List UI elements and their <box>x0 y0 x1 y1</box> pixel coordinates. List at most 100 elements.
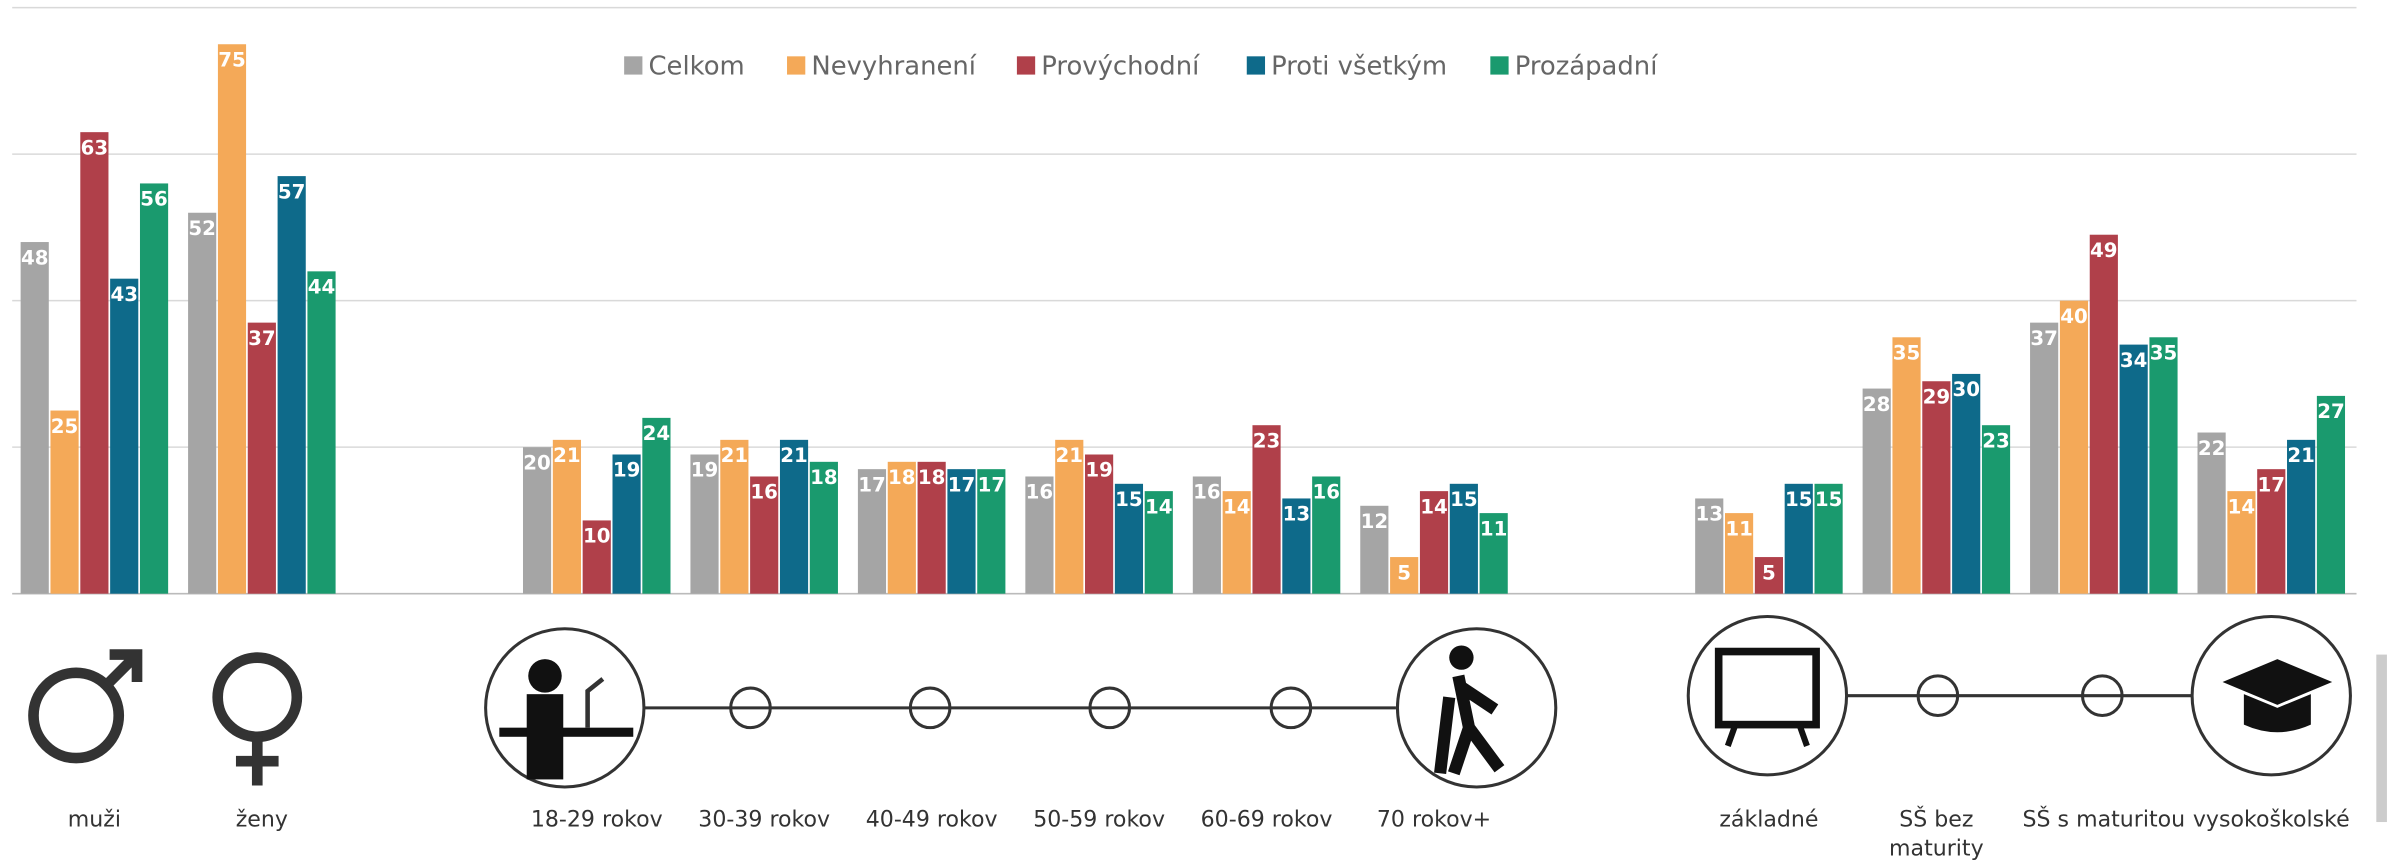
bar <box>1479 513 1508 594</box>
value-label: 5 <box>1762 561 1776 584</box>
value-label: 12 <box>1361 510 1389 533</box>
bar <box>1055 439 1084 594</box>
bar <box>307 271 336 594</box>
bar <box>1784 483 1813 594</box>
x-tick-label: 70 rokov+ <box>1376 808 1492 833</box>
value-label: 21 <box>780 444 808 467</box>
x-tick-label: vysokoškolské <box>2192 808 2350 833</box>
bar <box>80 132 109 594</box>
legend-label: Celkom <box>648 51 744 81</box>
value-label: 13 <box>1283 503 1311 526</box>
male-arrow <box>102 649 143 689</box>
bar <box>887 461 916 594</box>
edu-icon-university <box>2190 615 2352 777</box>
value-label: 57 <box>278 180 306 203</box>
bar <box>612 454 641 594</box>
legend-label: Provýchodní <box>1041 51 1200 81</box>
bar <box>1449 483 1478 594</box>
value-label: 19 <box>691 459 719 482</box>
x-tick-label: muži <box>67 808 121 833</box>
value-label: 25 <box>51 415 79 438</box>
value-label: 17 <box>948 473 976 496</box>
value-label: 29 <box>1923 385 1951 408</box>
bar <box>1025 476 1054 594</box>
value-label: 13 <box>1695 503 1723 526</box>
bar <box>720 439 749 594</box>
bar <box>750 476 779 594</box>
bar <box>2030 322 2059 594</box>
value-label: 56 <box>140 188 168 211</box>
value-label: 15 <box>1785 488 1813 511</box>
value-label: 18 <box>918 466 946 489</box>
bar <box>247 322 276 594</box>
legend-label: Nevyhranení <box>811 51 976 81</box>
bar <box>139 183 169 594</box>
value-label: 24 <box>643 422 671 445</box>
value-label: 16 <box>1193 481 1221 504</box>
bar <box>1360 505 1389 594</box>
walker-head <box>1449 645 1474 670</box>
legend-swatch <box>1246 56 1266 75</box>
x-tick-label: základné <box>1719 808 1819 833</box>
value-label: 23 <box>1982 429 2010 452</box>
bar <box>2119 344 2148 594</box>
bar <box>977 469 1006 594</box>
male-icon <box>28 667 125 764</box>
value-label: 16 <box>1312 481 1340 504</box>
bar <box>1862 388 1891 594</box>
x-tick-label: 18-29 rokov <box>530 808 663 833</box>
bar <box>1952 373 1981 594</box>
bar <box>1085 454 1114 594</box>
bar <box>1114 483 1144 594</box>
x-tick-label: 50-59 rokov <box>1033 808 1166 833</box>
legend-swatch <box>624 56 643 75</box>
x-tick-label: SŠ s maturitou <box>2022 808 2186 833</box>
bar <box>50 410 79 594</box>
value-label: 16 <box>1026 481 1054 504</box>
bar <box>1419 491 1449 594</box>
bar <box>1312 476 1341 594</box>
value-label: 18 <box>810 466 838 489</box>
grad-cap <box>2222 659 2333 705</box>
x-tick-label: SŠ bez maturity <box>1889 808 1984 862</box>
value-label: 35 <box>1893 342 1921 365</box>
timeline-dot <box>908 686 952 730</box>
value-label: 10 <box>583 525 611 548</box>
value-label: 14 <box>1420 495 1448 518</box>
value-label: 52 <box>188 217 216 240</box>
bar <box>1981 425 2011 594</box>
student <box>528 659 562 693</box>
bar <box>1282 498 1311 594</box>
x-tick-label: 30-39 rokov <box>698 808 831 833</box>
x-tick-label: 40-49 rokov <box>865 808 998 833</box>
x-tick-label: ženy <box>235 808 288 833</box>
bar <box>1754 557 1783 594</box>
value-label: 21 <box>553 444 581 467</box>
value-label: 14 <box>1223 495 1251 518</box>
bar <box>1192 476 1221 594</box>
age-icon-old <box>1395 627 1558 789</box>
value-label: 11 <box>1480 517 1508 540</box>
value-label: 5 <box>1397 561 1411 584</box>
legend-swatch <box>787 56 806 75</box>
value-label: 21 <box>1056 444 1084 467</box>
timeline-dot <box>1088 686 1132 730</box>
bar <box>1814 483 1843 594</box>
legend-label: Prozápadní <box>1515 51 1659 81</box>
value-label: 19 <box>613 459 641 482</box>
bar <box>2059 300 2089 594</box>
bar <box>277 176 306 594</box>
value-label: 49 <box>2090 239 2118 262</box>
value-label: 23 <box>1253 429 1281 452</box>
edu-icon-basic <box>1686 615 1849 777</box>
bar <box>642 417 671 594</box>
value-label: 19 <box>1085 459 1113 482</box>
bar <box>188 212 217 594</box>
walker <box>1434 674 1505 776</box>
student-body <box>526 694 564 780</box>
bar <box>2149 337 2178 594</box>
value-label: 30 <box>1952 378 1980 401</box>
bar <box>1724 513 1754 594</box>
bar <box>552 439 581 594</box>
value-label: 40 <box>2060 305 2088 328</box>
